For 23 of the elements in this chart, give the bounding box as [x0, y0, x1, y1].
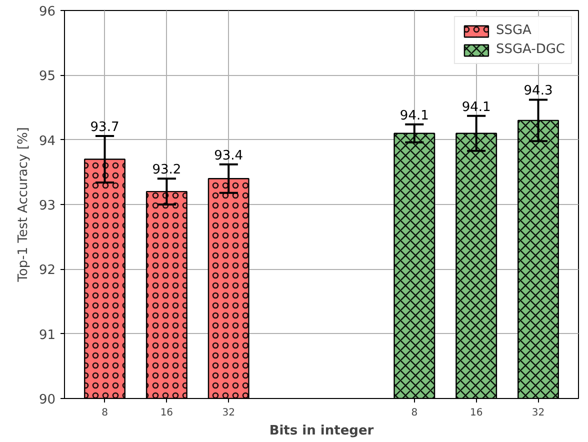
x-tick-label: 8	[411, 408, 418, 418]
x-tick-label: 16	[160, 408, 174, 418]
y-axis-title: Top-1 Test Accuracy [%]	[16, 127, 31, 283]
y-tick-label: 96	[38, 4, 56, 20]
legend-label: SSGA	[496, 23, 532, 38]
data-label: 94.1	[462, 100, 491, 115]
data-label: 94.1	[400, 108, 429, 124]
y-tick-label: 93	[38, 198, 56, 214]
legend-label: SSGA-DGC	[496, 42, 565, 57]
y-tick-label: 95	[38, 69, 56, 84]
x-tick-label: 32	[222, 408, 235, 418]
x-axis-title: Bits in integer	[269, 424, 374, 438]
x-tick-label: 16	[470, 408, 483, 418]
data-label: 94.3	[524, 84, 553, 99]
x-tick-label: 8	[102, 408, 108, 418]
y-tick-label: 94	[38, 134, 56, 149]
y-tick-label: 91	[38, 328, 56, 343]
data-label: 93.2	[152, 162, 182, 178]
data-label: 93.4	[214, 148, 244, 164]
y-tick-label: 92	[38, 263, 56, 278]
x-tick-label: 32	[532, 408, 545, 418]
data-label: 93.7	[90, 120, 120, 135]
y-tick-label: 90	[38, 392, 56, 408]
